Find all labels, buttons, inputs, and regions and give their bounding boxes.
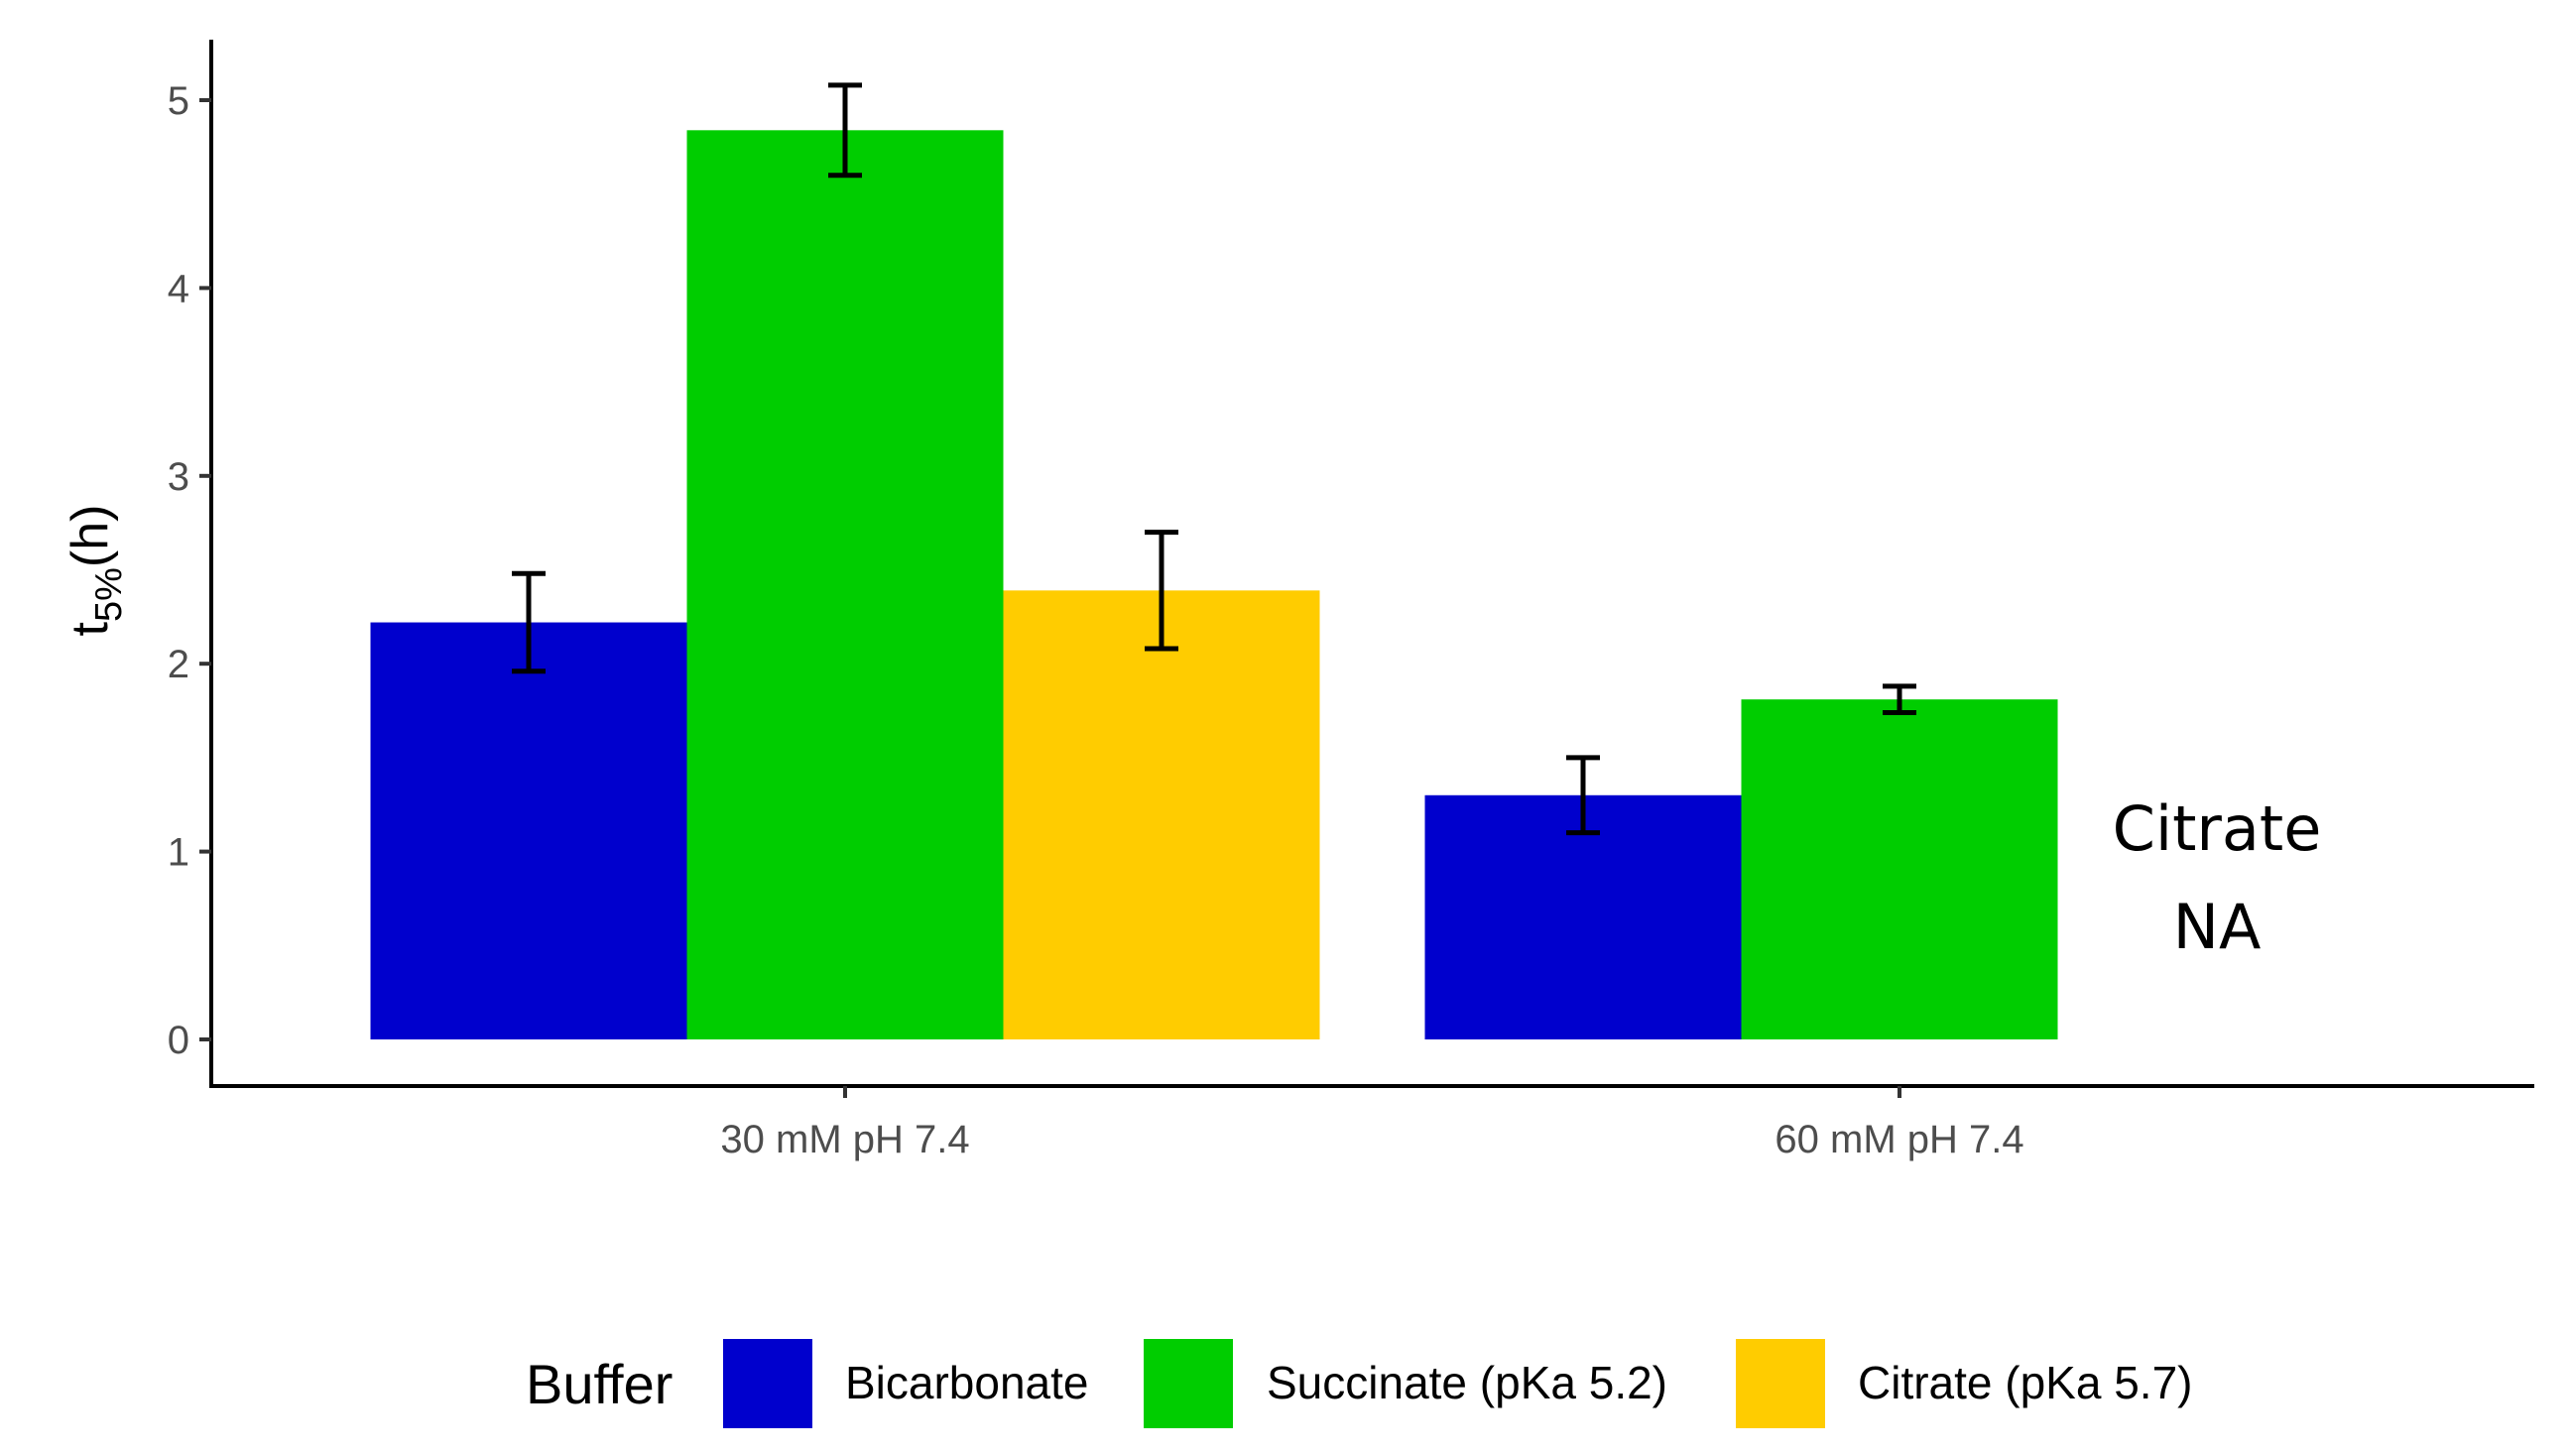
- bar-bicarbonate-30mm: [370, 622, 687, 1039]
- error-bar-bicarbonate-60mm: [1566, 755, 1600, 836]
- legend-label-citrate: Citrate (pKa 5.7): [1858, 1357, 2192, 1408]
- legend-label-bicarbonate: Bicarbonate: [845, 1357, 1089, 1408]
- y-tick-label: 1: [168, 831, 189, 875]
- y-axis-label: t5%(h): [61, 505, 130, 637]
- legend: Buffer Bicarbonate Succinate (pKa 5.2) C…: [526, 1339, 2192, 1428]
- bar-succinate-60mm: [1741, 699, 2058, 1039]
- legend-swatch-succinate: [1144, 1339, 1233, 1428]
- x-tick-label: 60 mM pH 7.4: [1775, 1118, 2023, 1161]
- y-axis-label-suffix: (h): [61, 505, 119, 568]
- x-tick-label: 30 mM pH 7.4: [720, 1118, 969, 1161]
- legend-title: Buffer: [526, 1353, 673, 1415]
- bar-succinate-30mm: [686, 130, 1004, 1039]
- bar-citrate-30mm: [1003, 590, 1320, 1039]
- y-axis-label-base: t: [61, 621, 119, 636]
- error-bars-layer: [512, 82, 1916, 836]
- y-tick-label: 3: [168, 455, 189, 499]
- y-tick-label: 0: [168, 1019, 189, 1062]
- annotation-citrate-line1: Citrate: [2113, 792, 2322, 865]
- error-bar-succinate-60mm: [1883, 683, 1916, 715]
- error-bar-bicarbonate-30mm: [512, 570, 546, 674]
- error-bar-citrate-30mm: [1145, 530, 1178, 652]
- y-tick-label: 5: [168, 79, 189, 123]
- bar-bicarbonate-60mm: [1424, 794, 1742, 1039]
- legend-swatch-bicarbonate: [723, 1339, 812, 1428]
- y-axis-label-subscript: 5%: [88, 567, 130, 622]
- bars-layer: [370, 130, 2058, 1039]
- error-bar-succinate-30mm: [828, 82, 862, 179]
- legend-label-succinate: Succinate (pKa 5.2): [1267, 1357, 1667, 1408]
- legend-swatch-citrate: [1736, 1339, 1825, 1428]
- y-tick-label: 4: [168, 267, 189, 310]
- axes-layer: 0 1 2 3 4 5 30 mM pH 7.4 60 mM pH 7.4: [168, 40, 2534, 1161]
- annotation-citrate-line2: NA: [2173, 891, 2262, 963]
- y-tick-label: 2: [168, 643, 189, 686]
